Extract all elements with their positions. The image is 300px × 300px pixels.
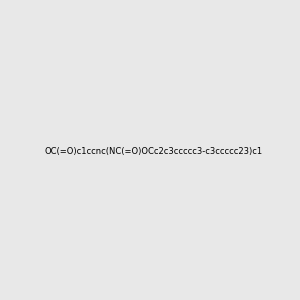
Text: OC(=O)c1ccnc(NC(=O)OCc2c3ccccc3-c3ccccc23)c1: OC(=O)c1ccnc(NC(=O)OCc2c3ccccc3-c3ccccc2…: [45, 147, 263, 156]
